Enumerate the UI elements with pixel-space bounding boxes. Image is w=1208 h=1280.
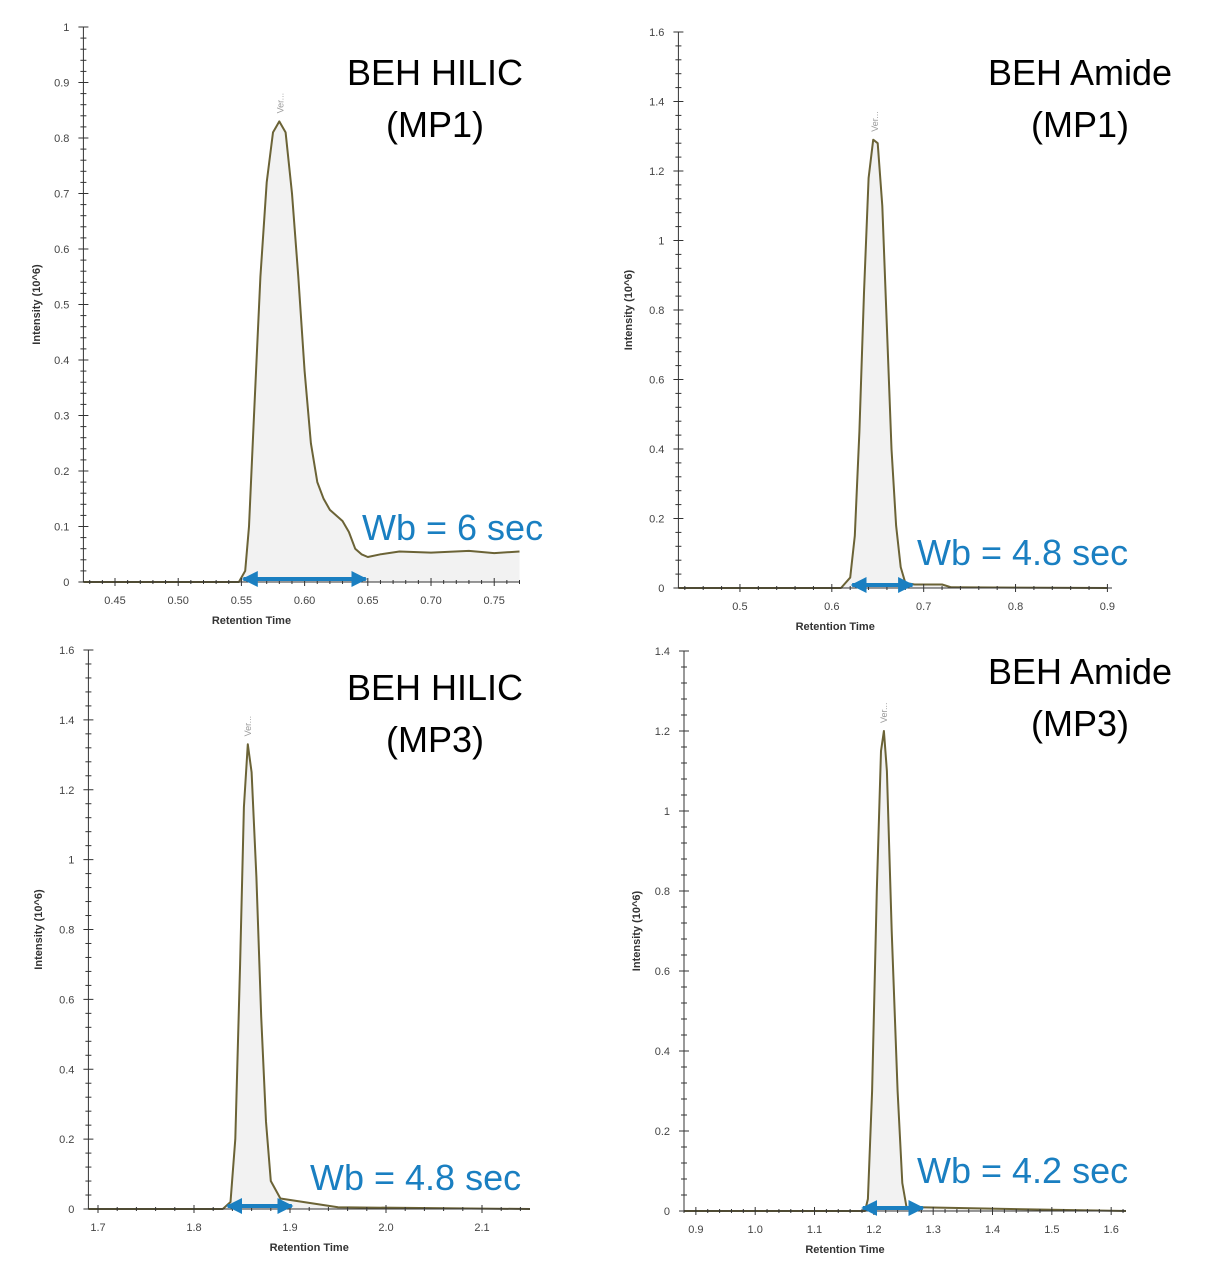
x-tick-label: 0.9 [688,1224,703,1236]
peak-label: Ver... [276,93,286,114]
x-tick-label: 1.5 [1044,1224,1059,1236]
x-tick-label: 1.7 [90,1222,105,1234]
peak-label: Ver... [879,702,889,723]
chart-panel-4: 0 0.2 0.4 0.6 0.8 1 1.2 1.4 0.9 1.0 1.1 1.2 1.3 1.4 1.… [631,646,1172,1256]
x-tick-label: 0.45 [104,595,125,607]
x-axis-label: Retention Time [805,1244,884,1256]
x-tick-label: 1.3 [926,1224,941,1236]
x-tick-label: 0.70 [420,595,441,607]
y-axis-label: Intensity (10^6) [623,269,635,350]
y-axis-label: Intensity (10^6) [33,889,45,970]
x-tick-label: 1.4 [985,1224,1000,1236]
peak-label: Ver... [243,716,253,737]
x-tick-label: 0.8 [1008,601,1023,613]
chart-panel-3: 0 0.2 0.4 0.6 0.8 1 1.2 1.4 1.6 1.7 1.8 1.9 2.0 2.1 Re… [33,645,531,1254]
panel-title: BEH HILIC [347,52,523,93]
peak-area-fill [678,139,1108,588]
x-tick-label: 1.2 [866,1224,881,1236]
x-tick-label: 2.0 [378,1222,393,1234]
y-tick-label: 0.8 [649,305,664,317]
y-axis-label: Intensity (10^6) [31,264,43,345]
x-tick-label: 1.0 [748,1224,763,1236]
peak-width-annotation: Wb = 4.8 sec [310,1157,521,1198]
y-tick-label: 1.2 [649,166,664,178]
x-tick-label: 0.75 [484,595,505,607]
peak-width-annotation: Wb = 6 sec [362,507,543,548]
panel-title: (MP3) [386,719,484,760]
x-tick-label: 2.1 [474,1222,489,1234]
panel-title: BEH Amide [988,651,1172,692]
y-tick-label: 0 [664,1206,670,1218]
x-tick-label: 0.5 [732,601,747,613]
y-tick-label: 0.6 [59,994,74,1006]
chromatogram-trace [83,120,520,583]
y-tick-label: 0.2 [54,466,69,478]
y-tick-label: 1.2 [59,785,74,797]
chromatogram-trace [88,743,531,1210]
y-tick-label: 0.8 [655,886,670,898]
y-tick-label: 0.6 [655,966,670,978]
x-axis-label: Retention Time [796,621,875,633]
y-tick-label: 1.6 [59,645,74,657]
y-axis-label: Intensity (10^6) [631,890,643,971]
x-axis-label: Retention Time [270,1242,349,1254]
x-tick-label: 1.6 [1104,1224,1119,1236]
panel-title: (MP3) [1031,703,1129,744]
panel-title: (MP1) [1031,104,1129,145]
y-tick-label: 1.2 [655,726,670,738]
y-tick-label: 0.1 [54,522,69,534]
y-tick-label: 0.4 [59,1064,74,1076]
y-tick-label: 0.2 [649,514,664,526]
y-tick-label: 0.4 [655,1046,670,1058]
y-tick-label: 0.4 [649,444,664,456]
peak-area-fill [83,121,520,583]
y-tick-label: 1.4 [649,97,664,109]
y-tick-label: 0.4 [54,355,69,367]
peak-width-annotation: Wb = 4.8 sec [917,532,1128,573]
y-tick-label: 0.9 [54,78,69,90]
y-tick-label: 0.2 [655,1126,670,1138]
chart-panel-2: 0 0.2 0.4 0.6 0.8 1 1.2 1.4 1.6 0.5 0.6 0.7 0.8 0.9 Re… [623,27,1172,633]
y-tick-label: 0 [658,583,664,595]
y-tick-label: 0.7 [54,189,69,201]
y-tick-label: 0.6 [54,244,69,256]
panel-title: (MP1) [386,104,484,145]
x-tick-label: 0.7 [916,601,931,613]
y-tick-label: 1.6 [649,27,664,39]
chromatogram-trace [684,730,1127,1212]
x-tick-label: 0.60 [294,595,315,607]
peak-area-fill [88,744,531,1209]
chromatogram-trace [678,138,1108,589]
y-tick-label: 0.5 [54,300,69,312]
x-tick-label: 1.9 [282,1222,297,1234]
y-tick-label: 0.8 [54,133,69,145]
y-tick-label: 0.2 [59,1134,74,1146]
y-tick-label: 1 [664,806,670,818]
x-tick-label: 0.6 [824,601,839,613]
chart-panel-1: 0 0.1 0.2 0.3 0.4 0.5 0.6 0.7 0.8 0.9 1 0.45 0.50 0.5… [31,22,543,627]
y-tick-label: 1.4 [59,715,74,727]
peak-label: Ver... [870,111,880,132]
panel-title: BEH Amide [988,52,1172,93]
y-tick-label: 0.8 [59,925,74,937]
y-tick-label: 1 [68,855,74,867]
x-tick-label: 1.8 [186,1222,201,1234]
peak-width-annotation: Wb = 4.2 sec [917,1150,1128,1191]
y-tick-label: 0.3 [54,411,69,423]
y-tick-label: 0 [68,1204,74,1216]
y-tick-label: 1.4 [655,646,670,658]
x-tick-label: 0.50 [167,595,188,607]
y-tick-label: 1 [658,236,664,248]
x-tick-label: 0.65 [357,595,378,607]
panel-title: BEH HILIC [347,667,523,708]
x-tick-label: 1.1 [807,1224,822,1236]
x-tick-label: 0.9 [1100,601,1115,613]
x-axis-label: Retention Time [212,615,291,627]
y-tick-label: 0.6 [649,375,664,387]
y-tick-label: 0 [63,577,69,589]
x-tick-label: 0.55 [231,595,252,607]
y-tick-label: 1 [63,22,69,34]
peak-area-fill [684,731,1126,1211]
